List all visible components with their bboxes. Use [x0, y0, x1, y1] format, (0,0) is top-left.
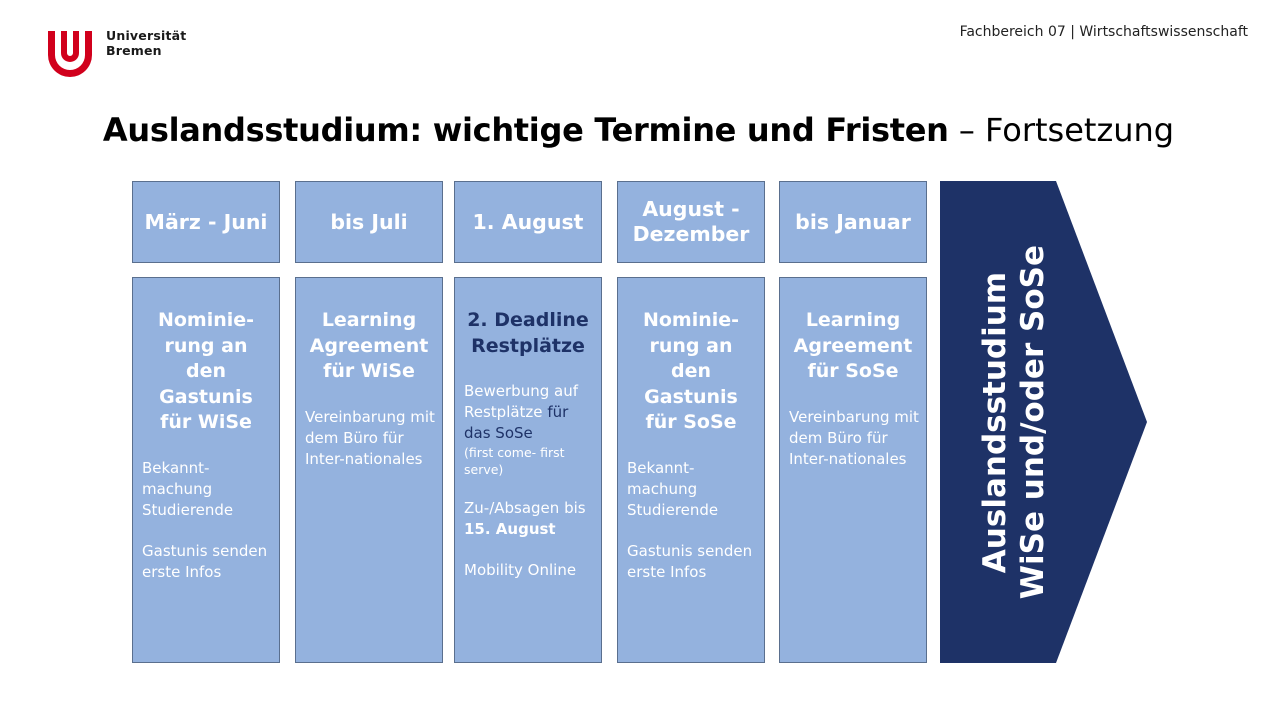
column-heading: Learning Agreement für WiSe	[309, 309, 429, 382]
column-3: 2. Deadline Restplätze Bewerbung auf Res…	[454, 277, 602, 663]
page-title: Auslandsstudium: wichtige Termine und Fr…	[0, 108, 1277, 152]
title-main: Auslandsstudium: wichtige Termine und Fr…	[102, 111, 949, 149]
uni-bremen-logo-icon	[48, 31, 92, 77]
chevron-arrow-shape	[940, 181, 1147, 663]
arrow-label-text: Auslandsstudium WiSe und/oder SoSe	[976, 245, 1052, 599]
logo-text: Universität Bremen	[106, 28, 186, 58]
column-body: Bewerbung auf Restplätze für das SoSe (f…	[464, 381, 595, 581]
arrow-line2: WiSe und/oder SoSe	[1015, 244, 1051, 600]
column-text: Gastunis senden erste Infos	[627, 541, 753, 581]
column-text: Vereinbarung mit dem Büro für Inter-nati…	[789, 407, 919, 468]
column-text: Zu-/Absagen bis	[464, 499, 586, 517]
column-heading: Nominie-rung an den Gastunis für WiSe	[157, 309, 255, 433]
period-header-4: August - Dezember	[617, 181, 765, 263]
column-body: Vereinbarung mit dem Büro für Inter-nati…	[789, 407, 920, 470]
column-text: Vereinbarung mit dem Büro für Inter-nati…	[305, 407, 435, 468]
column-heading: 2. Deadline Restplätze	[467, 309, 589, 357]
column-text: Bekannt-machung Studierende	[142, 458, 234, 519]
column-text-highlight: für das SoSe	[464, 403, 569, 442]
column-text: Bekannt-machung Studierende	[627, 458, 719, 519]
arrow-line1: Auslandsstudium	[977, 271, 1013, 573]
column-5: Learning Agreement für SoSe Vereinbarung…	[779, 277, 927, 663]
column-body: Bekannt-machung Studierende Gastunis sen…	[627, 458, 758, 583]
column-heading: Learning Agreement für SoSe	[793, 309, 913, 382]
title-sub: – Fortsetzung	[948, 111, 1175, 149]
column-text-small: (first come- first serve)	[464, 445, 565, 477]
column-text: Mobility Online	[464, 561, 577, 579]
column-text-block: Bewerbung auf Restplätze für das SoSe (f…	[464, 381, 595, 478]
period-header-5: bis Januar	[779, 181, 927, 263]
arrow-label: Auslandsstudium WiSe und/oder SoSe	[969, 181, 1059, 663]
column-body: Vereinbarung mit dem Büro für Inter-nati…	[305, 407, 436, 470]
university-logo	[44, 29, 96, 85]
column-heading: Nominie-rung an den Gastunis für SoSe	[642, 309, 740, 433]
column-text-block: Zu-/Absagen bis 15. August	[464, 498, 595, 540]
column-2: Learning Agreement für WiSe Vereinbarung…	[295, 277, 443, 663]
column-1: Nominie-rung an den Gastunis für WiSe Be…	[132, 277, 280, 663]
period-header-1: März - Juni	[132, 181, 280, 263]
column-4: Nominie-rung an den Gastunis für SoSe Be…	[617, 277, 765, 663]
department-label: Fachbereich 07 | Wirtschaftswissenschaft	[959, 24, 1248, 40]
logo-line1: Universität	[106, 28, 187, 43]
column-text: Gastunis senden erste Infos	[142, 541, 268, 581]
logo-line2: Bremen	[106, 43, 162, 58]
column-text: Bewerbung auf Restplätze	[464, 382, 578, 421]
column-text-bold: 15. August	[464, 520, 556, 538]
period-header-2: bis Juli	[295, 181, 443, 263]
period-header-3: 1. August	[454, 181, 602, 263]
column-body: Bekannt-machung Studierende Gastunis sen…	[142, 458, 273, 583]
